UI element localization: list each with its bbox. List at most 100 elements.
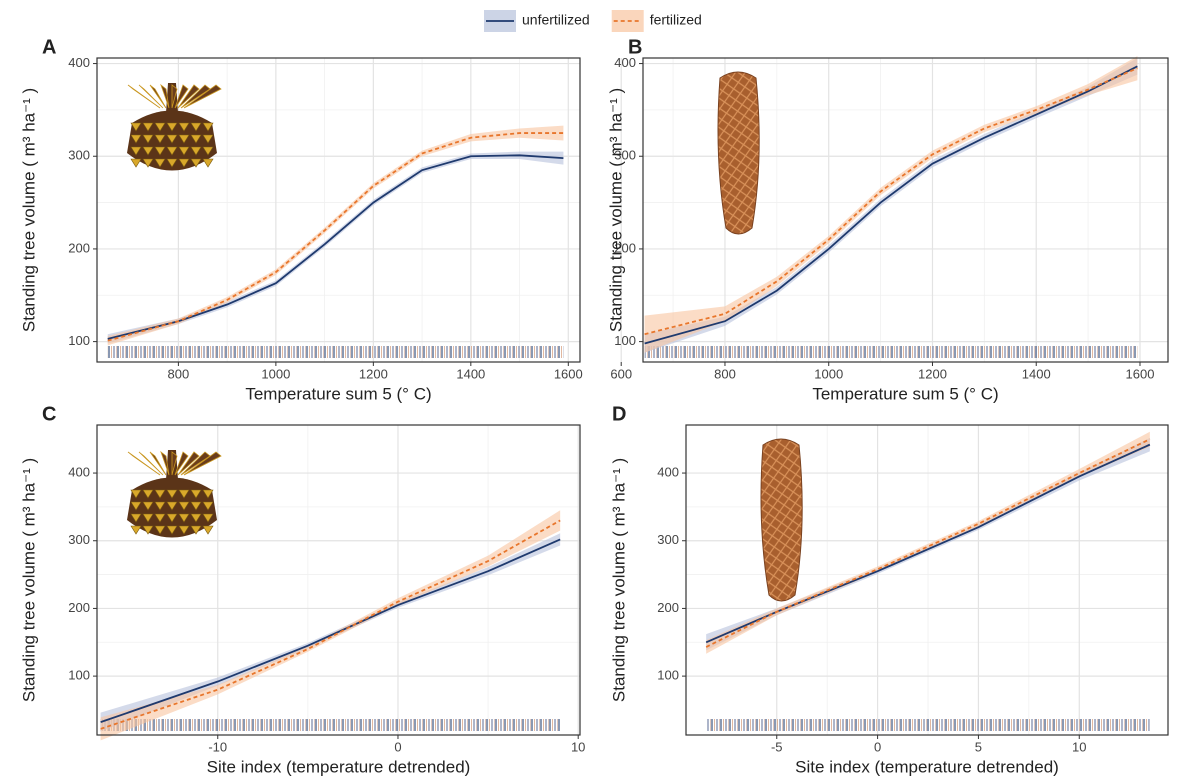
y-tick-label: 300 (614, 148, 636, 163)
series-line (644, 65, 1138, 345)
y-tick-label: 200 (68, 600, 90, 615)
cone-scale (178, 146, 190, 156)
x-tick-label: 10 (1072, 739, 1086, 754)
y-axis-label: Standing tree volume ( m³ ha⁻¹ ) (19, 458, 38, 702)
cone-scale (154, 513, 166, 523)
cone-scale (130, 525, 142, 535)
cone-scale (142, 122, 154, 132)
cone-scale (178, 501, 190, 511)
y-tick-label: 300 (657, 532, 679, 547)
cone-scale (166, 501, 178, 511)
series-line (644, 67, 1138, 336)
cone-scale (130, 158, 142, 168)
cone-scale (154, 122, 166, 132)
cone-scale (142, 158, 154, 168)
y-tick-label: 300 (68, 148, 90, 163)
cone-scale (166, 158, 178, 168)
cone-scale (130, 513, 142, 523)
cone-scale (190, 513, 202, 523)
x-tick-label: -5 (771, 739, 783, 754)
cone-scale (166, 122, 178, 132)
cone-spike (171, 451, 178, 476)
x-tick-label: 0 (394, 739, 401, 754)
cone-scale (178, 158, 190, 168)
x-tick-label: 1600 (1126, 366, 1155, 381)
cone-spike (138, 84, 164, 109)
cone-scale (142, 146, 154, 156)
cone-scale (166, 134, 178, 144)
y-tick-label: 200 (657, 600, 679, 615)
x-tick-label: 10 (571, 739, 585, 754)
cone-spike (183, 84, 222, 109)
cone-scale (190, 489, 202, 499)
y-tick-label: 200 (614, 240, 636, 255)
cone-scale (166, 525, 178, 535)
cone-scale (154, 146, 166, 156)
cone-scale (142, 134, 154, 144)
y-axis-label: Standing tree volume ( m³ ha⁻¹ ) (606, 88, 625, 332)
x-axis-label: Temperature sum 5 (° C) (812, 384, 998, 403)
cone-scale (202, 489, 214, 499)
x-tick-label: 800 (714, 366, 736, 381)
legend-label: fertilized (650, 12, 702, 28)
confidence-band (107, 151, 564, 344)
cone-scale (202, 146, 214, 156)
cone-scale (154, 134, 166, 144)
y-tick-label: 400 (614, 55, 636, 70)
x-tick-label: 600 (610, 366, 632, 381)
panel: 100 200 300 400 -5 0 5 10 Site index (temperatur… (609, 403, 1169, 776)
x-tick-label: 1400 (456, 366, 485, 381)
y-tick-label: 100 (657, 668, 679, 683)
cone-scale (190, 525, 202, 535)
panel: 100 200 300 400 800 1000 1200 1400 1600 Temperatu… (19, 36, 582, 403)
cone-scale (154, 158, 166, 168)
cone-spike (174, 84, 189, 109)
spruce-cone-icon (760, 438, 803, 602)
y-tick-label: 300 (68, 532, 90, 547)
cone-scale (190, 134, 202, 144)
confidence-band (644, 56, 1138, 353)
cone-scale (130, 134, 142, 144)
cone-scale (202, 525, 214, 535)
x-tick-label: 0 (874, 739, 881, 754)
cone-scale (202, 513, 214, 523)
cone-spike (183, 451, 222, 476)
x-tick-label: 1400 (1022, 366, 1051, 381)
y-tick-label: 200 (68, 240, 90, 255)
cone-scale (142, 513, 154, 523)
cone-scale (166, 146, 178, 156)
cone-scale (202, 122, 214, 132)
y-tick-label: 100 (68, 333, 90, 348)
x-tick-label: -10 (208, 739, 227, 754)
cone-spike (149, 84, 167, 109)
cone-scale (178, 525, 190, 535)
series-line (107, 154, 564, 340)
cone-spike (138, 451, 164, 476)
y-axis-label: Standing tree volume ( m³ ha⁻¹ ) (609, 458, 628, 702)
cone-scale (202, 158, 214, 168)
cone-spike (149, 451, 167, 476)
panel-label: D (612, 403, 626, 425)
x-tick-label: 1000 (814, 366, 843, 381)
plot-border (96, 424, 581, 736)
y-axis-label: Standing tree volume ( m³ ha⁻¹ ) (19, 88, 38, 332)
panel-label: B (628, 36, 642, 58)
x-axis-label: Site index (temperature detrended) (795, 757, 1059, 776)
x-axis-label: Site index (temperature detrended) (207, 757, 471, 776)
y-tick-label: 100 (614, 333, 636, 348)
pine-cone-icon (127, 83, 222, 171)
plot-border (685, 424, 1169, 736)
cone-scale (166, 489, 178, 499)
y-tick-label: 100 (68, 668, 90, 683)
panel: 100 200 300 400 600 800 1000 1200 1400 1600 Temper… (606, 36, 1169, 403)
cone-scale (130, 122, 142, 132)
cone-spike (180, 84, 211, 109)
cone-scale (130, 501, 142, 511)
cone-scale (166, 513, 178, 523)
cone-spike (160, 83, 170, 109)
pine-cone-icon (127, 450, 222, 538)
cone-spike (177, 84, 200, 109)
spruce-cone-icon (717, 71, 760, 235)
